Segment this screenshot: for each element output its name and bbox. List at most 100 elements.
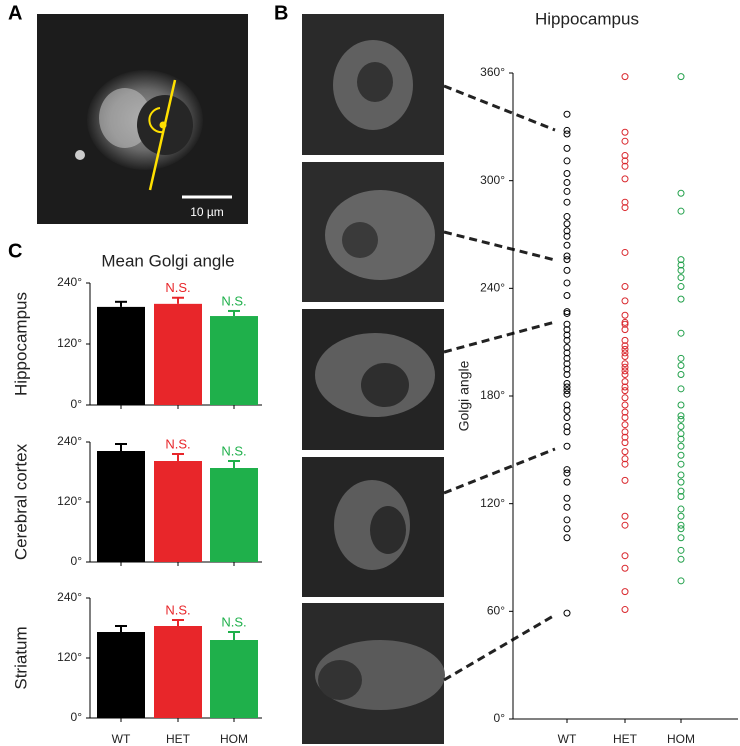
data-point bbox=[621, 162, 629, 170]
y-tick-label: 0° bbox=[494, 711, 506, 725]
bar bbox=[97, 306, 145, 405]
data-point bbox=[563, 349, 571, 357]
data-point bbox=[563, 266, 571, 274]
y-tick-label: 120° bbox=[57, 650, 82, 664]
data-point bbox=[677, 283, 685, 291]
bar bbox=[97, 451, 145, 562]
data-point bbox=[563, 370, 571, 378]
data-point bbox=[621, 311, 629, 319]
data-point bbox=[563, 387, 571, 395]
data-point bbox=[563, 414, 571, 422]
y-tick-label: 0° bbox=[71, 554, 83, 568]
data-point bbox=[563, 256, 571, 264]
x-tick-label: WT bbox=[558, 732, 577, 746]
data-point bbox=[621, 353, 629, 361]
data-point bbox=[563, 401, 571, 409]
data-point bbox=[677, 329, 685, 337]
data-point bbox=[563, 609, 571, 617]
data-point bbox=[677, 577, 685, 585]
data-point bbox=[563, 406, 571, 414]
data-point bbox=[563, 169, 571, 177]
data-point bbox=[677, 354, 685, 362]
data-point bbox=[621, 152, 629, 160]
data-point bbox=[563, 198, 571, 206]
micrograph-a: 10 µm bbox=[37, 14, 248, 224]
data-point bbox=[563, 130, 571, 138]
data-point bbox=[621, 367, 629, 375]
data-point bbox=[677, 207, 685, 215]
y-tick-label: 120° bbox=[57, 494, 82, 508]
bar bbox=[97, 632, 145, 718]
data-point bbox=[621, 564, 629, 572]
data-point bbox=[621, 408, 629, 416]
x-tick-label: HOM bbox=[220, 732, 248, 746]
bar bbox=[210, 316, 258, 405]
bar bbox=[154, 461, 202, 562]
data-point bbox=[621, 283, 629, 291]
y-tick-label: 240° bbox=[57, 434, 82, 448]
data-point bbox=[563, 331, 571, 339]
data-point bbox=[621, 439, 629, 447]
y-tick-label: 60° bbox=[487, 604, 505, 618]
data-point bbox=[621, 552, 629, 560]
bar bbox=[210, 468, 258, 562]
data-point bbox=[677, 274, 685, 282]
data-point bbox=[621, 345, 629, 353]
data-point bbox=[563, 423, 571, 431]
y-axis-label: Golgi angle bbox=[456, 360, 472, 431]
x-tick-label: HOM bbox=[667, 732, 695, 746]
data-point bbox=[563, 478, 571, 486]
data-point bbox=[677, 521, 685, 529]
annotation: N.S. bbox=[165, 436, 190, 451]
data-point bbox=[621, 460, 629, 468]
data-point bbox=[621, 336, 629, 344]
data-point bbox=[563, 466, 571, 474]
panel-label: A bbox=[8, 2, 22, 24]
annotation: N.S. bbox=[221, 293, 246, 308]
data-point bbox=[563, 157, 571, 165]
data-point bbox=[677, 442, 685, 450]
annotation: N.S. bbox=[221, 443, 246, 458]
data-point bbox=[563, 279, 571, 287]
data-point bbox=[677, 460, 685, 468]
data-point bbox=[677, 423, 685, 431]
data-point bbox=[621, 73, 629, 81]
data-point bbox=[677, 512, 685, 520]
data-point bbox=[621, 157, 629, 165]
data-point bbox=[621, 428, 629, 436]
panel-label: B bbox=[274, 2, 288, 24]
data-point bbox=[563, 516, 571, 524]
y-tick-label: 240° bbox=[57, 590, 82, 604]
data-point bbox=[621, 198, 629, 206]
data-point bbox=[621, 521, 629, 529]
data-point bbox=[677, 73, 685, 81]
y-tick-label: 180° bbox=[480, 388, 505, 402]
data-point bbox=[563, 503, 571, 511]
data-point bbox=[563, 144, 571, 152]
data-point bbox=[621, 137, 629, 145]
data-point bbox=[677, 534, 685, 542]
annotation: N.S. bbox=[165, 602, 190, 617]
data-point bbox=[563, 227, 571, 235]
data-point bbox=[677, 256, 685, 264]
data-point bbox=[563, 292, 571, 300]
y-axis-label: Striatum bbox=[11, 626, 30, 689]
data-point bbox=[563, 110, 571, 118]
connector-lines bbox=[443, 84, 556, 682]
data-point bbox=[677, 505, 685, 513]
data-point bbox=[563, 309, 571, 317]
data-point bbox=[677, 478, 685, 486]
data-point bbox=[677, 525, 685, 533]
data-point bbox=[621, 297, 629, 305]
data-point bbox=[563, 336, 571, 344]
y-tick-label: 120° bbox=[480, 496, 505, 510]
y-tick-label: 360° bbox=[480, 65, 505, 79]
y-tick-label: 0° bbox=[71, 397, 83, 411]
y-tick-label: 120° bbox=[57, 336, 82, 350]
data-point bbox=[563, 178, 571, 186]
data-point bbox=[563, 379, 571, 387]
data-point bbox=[563, 354, 571, 362]
y-tick-label: 240° bbox=[480, 281, 505, 295]
y-axis-label: Hippocampus bbox=[11, 292, 30, 396]
